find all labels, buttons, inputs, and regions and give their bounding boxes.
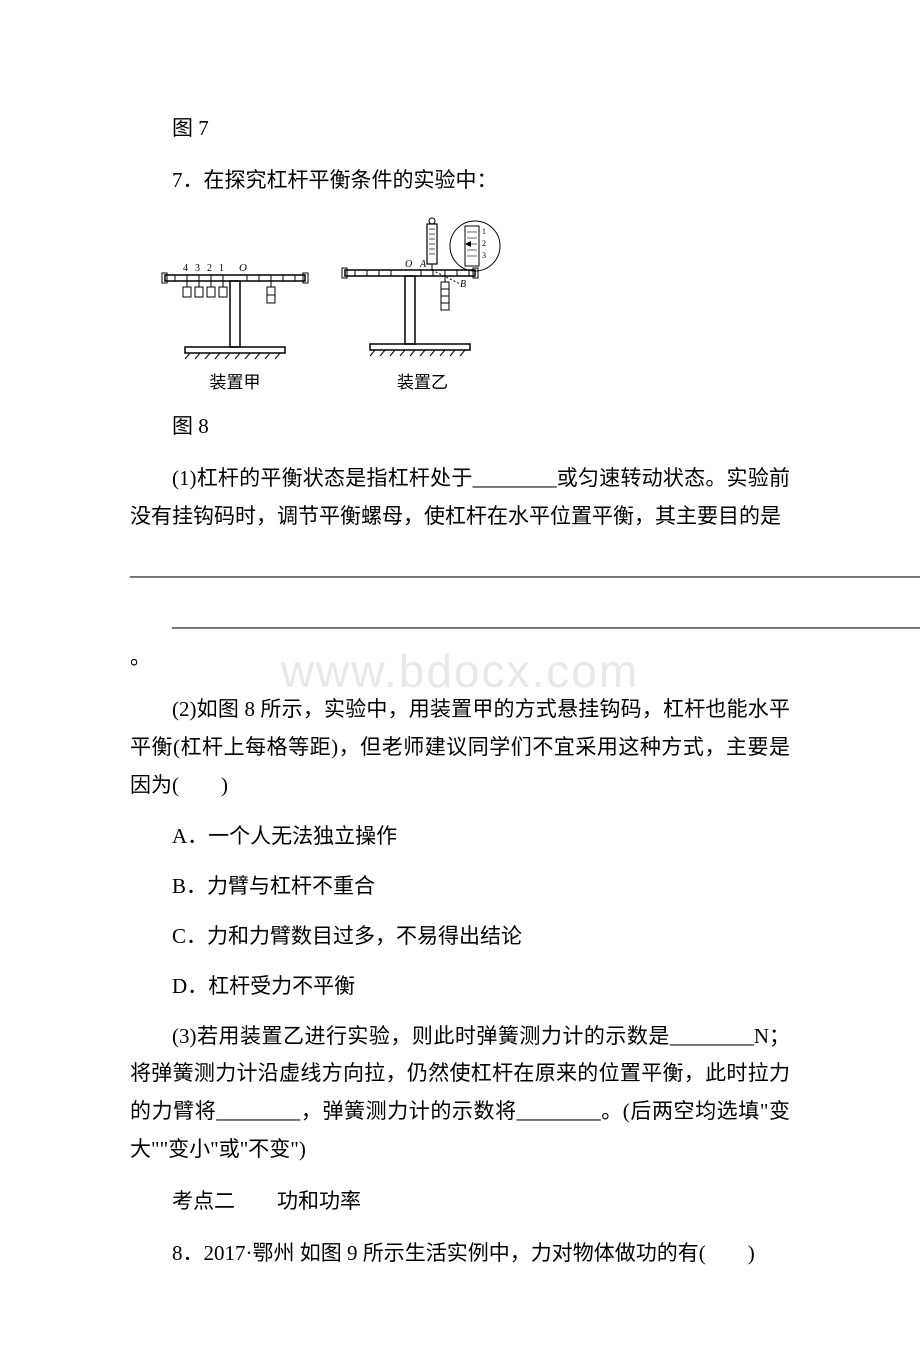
device-b-caption: 装置乙 [397, 368, 448, 399]
lever-device-b-icon: O A B 1 [340, 214, 505, 364]
q7-part2: (2)如图 8 所示，实验中，用装置甲的方式悬挂钩码，杠杆也能水平平衡(杠杆上每… [130, 691, 790, 804]
figure-group: 4 3 2 1 O [160, 214, 790, 399]
svg-text:3: 3 [195, 263, 200, 274]
figure-8-label: 图 8 [130, 408, 790, 446]
blank-line-1: ________________________________________… [130, 550, 790, 588]
lever-device-a-icon: 4 3 2 1 O [160, 229, 310, 364]
q8: 8．2017·鄂州 如图 9 所示生活实例中，力对物体做功的有( ) [130, 1235, 790, 1273]
svg-text:1: 1 [219, 263, 224, 274]
device-b-figure: O A B 1 [340, 214, 505, 399]
svg-text:3: 3 [482, 251, 486, 260]
svg-text:2: 2 [207, 263, 212, 274]
svg-text:4: 4 [183, 263, 188, 274]
svg-text:O: O [405, 259, 412, 270]
figure-7-label: 图 7 [130, 110, 790, 148]
svg-text:A: A [419, 259, 427, 270]
svg-text:O: O [239, 262, 247, 274]
device-a-caption: 装置甲 [210, 368, 261, 399]
svg-text:B: B [460, 279, 466, 290]
option-d: D．杠杆受力不平衡 [130, 968, 790, 1006]
q7-part3: (3)若用装置乙进行实验，则此时弹簧测力计的示数是________N；将弹簧测力… [130, 1018, 790, 1169]
section-2-heading: 考点二 功和功率 [130, 1183, 790, 1221]
svg-text:1: 1 [482, 227, 486, 236]
option-b: B．力臂与杠杆不重合 [130, 868, 790, 906]
blank-line-2: ________________________________________… [130, 601, 790, 677]
option-c: C．力和力臂数目过多，不易得出结论 [130, 918, 790, 956]
device-a-figure: 4 3 2 1 O [160, 229, 310, 399]
q7-part1: (1)杠杆的平衡状态是指杠杆处于________或匀速转动状态。实验前没有挂钩码… [130, 460, 790, 536]
option-a: A．一个人无法独立操作 [130, 818, 790, 856]
q7-intro: 7．在探究杠杆平衡条件的实验中： [130, 162, 790, 200]
svg-text:2: 2 [482, 239, 486, 248]
